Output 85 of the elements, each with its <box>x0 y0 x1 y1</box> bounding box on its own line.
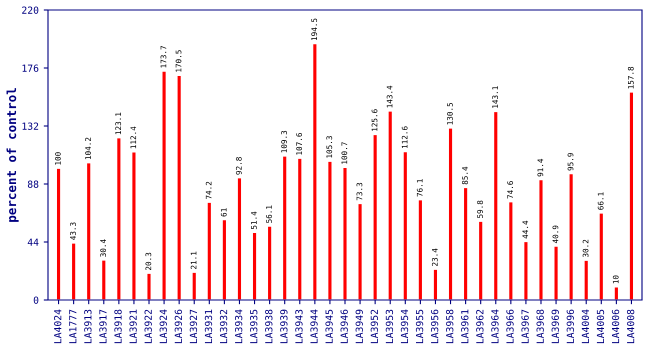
x-tick-label: LA4006 <box>612 310 620 344</box>
bar <box>206 201 212 300</box>
bar <box>176 74 182 300</box>
x-tick-label: LA3962 <box>476 310 484 344</box>
y-tick-label: 0 <box>34 296 38 304</box>
x-tick-label: LA3931 <box>204 310 212 344</box>
bar <box>266 225 273 300</box>
x-tick-label: LA4004 <box>582 309 590 344</box>
bar <box>387 110 394 300</box>
x-tick-label: LA3926 <box>174 310 182 344</box>
bar <box>282 155 288 300</box>
x-tick-label: LA3996 <box>566 310 574 344</box>
x-tick-label: LA3955 <box>416 310 424 344</box>
x-tick-label: LA3953 <box>386 310 394 344</box>
x-tick-label: LA3968 <box>536 310 544 344</box>
x-tick-label: LA3943 <box>295 310 303 344</box>
x-tick-label: LA3946 <box>340 310 348 344</box>
y-tick-label: 132 <box>22 122 38 130</box>
x-tick-label: LA3935 <box>250 310 258 344</box>
x-tick-label: LA3969 <box>552 310 559 344</box>
bar <box>522 240 529 300</box>
x-tick-label: LA3932 <box>220 310 228 344</box>
x-tick-label: LA3922 <box>144 310 152 344</box>
bar <box>432 268 438 300</box>
bar <box>312 42 318 300</box>
bar <box>598 212 604 300</box>
x-tick-label: LA3952 <box>370 310 378 344</box>
bar <box>628 91 634 300</box>
bar <box>146 272 152 300</box>
x-tick-label: LA3966 <box>506 310 514 344</box>
x-tick-label: LA3913 <box>84 310 92 344</box>
x-tick-label: LA3949 <box>356 310 363 344</box>
x-tick-label: LA4024 <box>54 309 62 344</box>
x-tick-label: LA3927 <box>190 310 198 344</box>
bar <box>191 271 198 300</box>
bar <box>342 166 348 300</box>
bar <box>417 198 424 300</box>
x-tick-label: LA3964 <box>491 309 499 344</box>
x-tick-label: LA3944 <box>310 309 318 344</box>
x-tick-label: LA3956 <box>430 310 438 344</box>
bar <box>568 172 574 300</box>
y-tick-label: 88 <box>28 180 38 188</box>
bar <box>236 176 242 300</box>
x-tick-label: LA3918 <box>114 310 122 344</box>
bar <box>583 259 590 300</box>
x-tick-label: LA3958 <box>446 310 454 344</box>
bar <box>613 286 620 300</box>
x-tick-label: LA3917 <box>99 310 107 344</box>
bar <box>478 220 484 300</box>
bar <box>161 70 168 300</box>
x-tick-label: LA3921 <box>129 310 137 344</box>
x-tick-label: LA3954 <box>400 309 408 344</box>
bar <box>372 134 378 300</box>
bar <box>326 160 333 300</box>
bar <box>462 186 469 300</box>
bar <box>448 127 454 300</box>
x-tick-label: LA3961 <box>461 310 468 344</box>
x-tick-label: LA4005 <box>596 310 604 344</box>
y-tick-label: 176 <box>22 64 38 72</box>
bar <box>538 178 544 300</box>
bar <box>86 162 92 300</box>
bar <box>357 202 364 300</box>
bar <box>100 259 107 300</box>
bar <box>130 151 137 300</box>
x-tick-label: LA3967 <box>521 310 529 344</box>
bar <box>116 137 122 300</box>
x-tick-label: LA3945 <box>325 310 333 344</box>
bar <box>553 245 560 300</box>
x-tick-label: LA3924 <box>160 309 167 344</box>
bar <box>221 218 228 300</box>
x-tick-label: LA3939 <box>280 310 288 344</box>
bar <box>252 232 258 300</box>
bar <box>508 200 514 300</box>
bar <box>296 157 303 300</box>
x-tick-label: LA3938 <box>265 310 272 344</box>
y-tick-label: 220 <box>22 6 38 14</box>
bar <box>56 167 62 300</box>
bar <box>402 150 408 300</box>
bar <box>70 242 77 300</box>
bar <box>492 110 499 300</box>
x-tick-label: LA4008 <box>626 310 634 344</box>
x-tick-label: LA3934 <box>234 309 242 344</box>
y-tick-label: 44 <box>28 238 39 246</box>
x-tick-label: LA1777 <box>69 310 76 344</box>
y-axis-title: percent of control <box>6 88 19 222</box>
